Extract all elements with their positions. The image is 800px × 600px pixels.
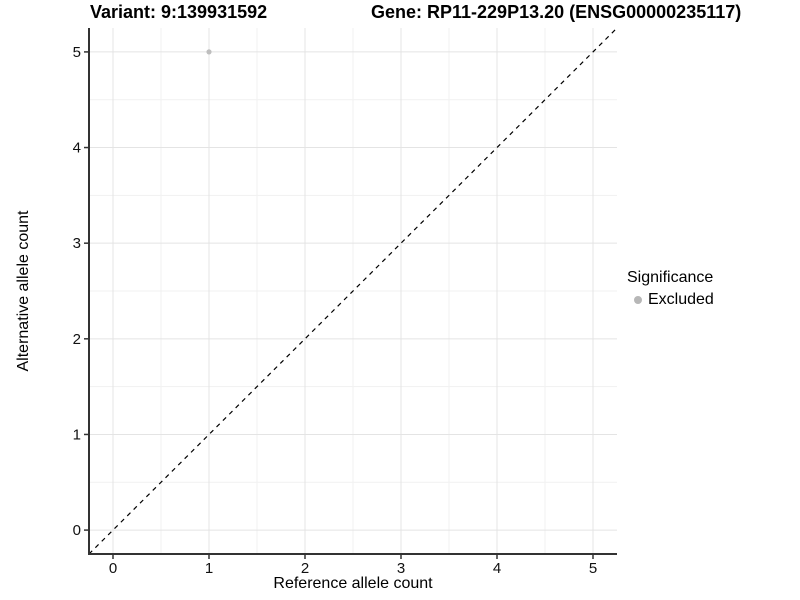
- y-axis-title: Alternative allele count: [15, 210, 32, 372]
- data-point-excluded: [206, 49, 212, 55]
- y-tick-label: 3: [73, 235, 81, 252]
- y-tick-label: 2: [73, 331, 81, 348]
- x-tick-label: 2: [301, 560, 309, 577]
- excluded-point-swatch-icon: [634, 296, 642, 304]
- legend-item-excluded: Excluded: [627, 290, 714, 310]
- x-tick-label: 4: [493, 560, 501, 577]
- x-axis-title: Reference allele count: [273, 575, 433, 592]
- variant-title: Variant: 9:139931592: [90, 2, 268, 22]
- y-tick-label: 5: [73, 44, 81, 61]
- gene-title: Gene: RP11-229P13.20 (ENSG00000235117): [371, 2, 742, 22]
- x-tick-label: 3: [397, 560, 405, 577]
- x-tick-label: 0: [109, 560, 117, 577]
- y-tick-label: 4: [73, 140, 81, 157]
- y-tick-label: 0: [73, 522, 81, 539]
- x-tick-label: 1: [205, 560, 213, 577]
- legend-item-label: Excluded: [648, 291, 714, 308]
- legend: Significance Excluded: [627, 268, 714, 310]
- identity-dashed-line: [88, 27, 618, 555]
- legend-title: Significance: [627, 269, 714, 286]
- y-tick-label: 1: [73, 426, 81, 443]
- x-tick-label: 5: [589, 560, 597, 577]
